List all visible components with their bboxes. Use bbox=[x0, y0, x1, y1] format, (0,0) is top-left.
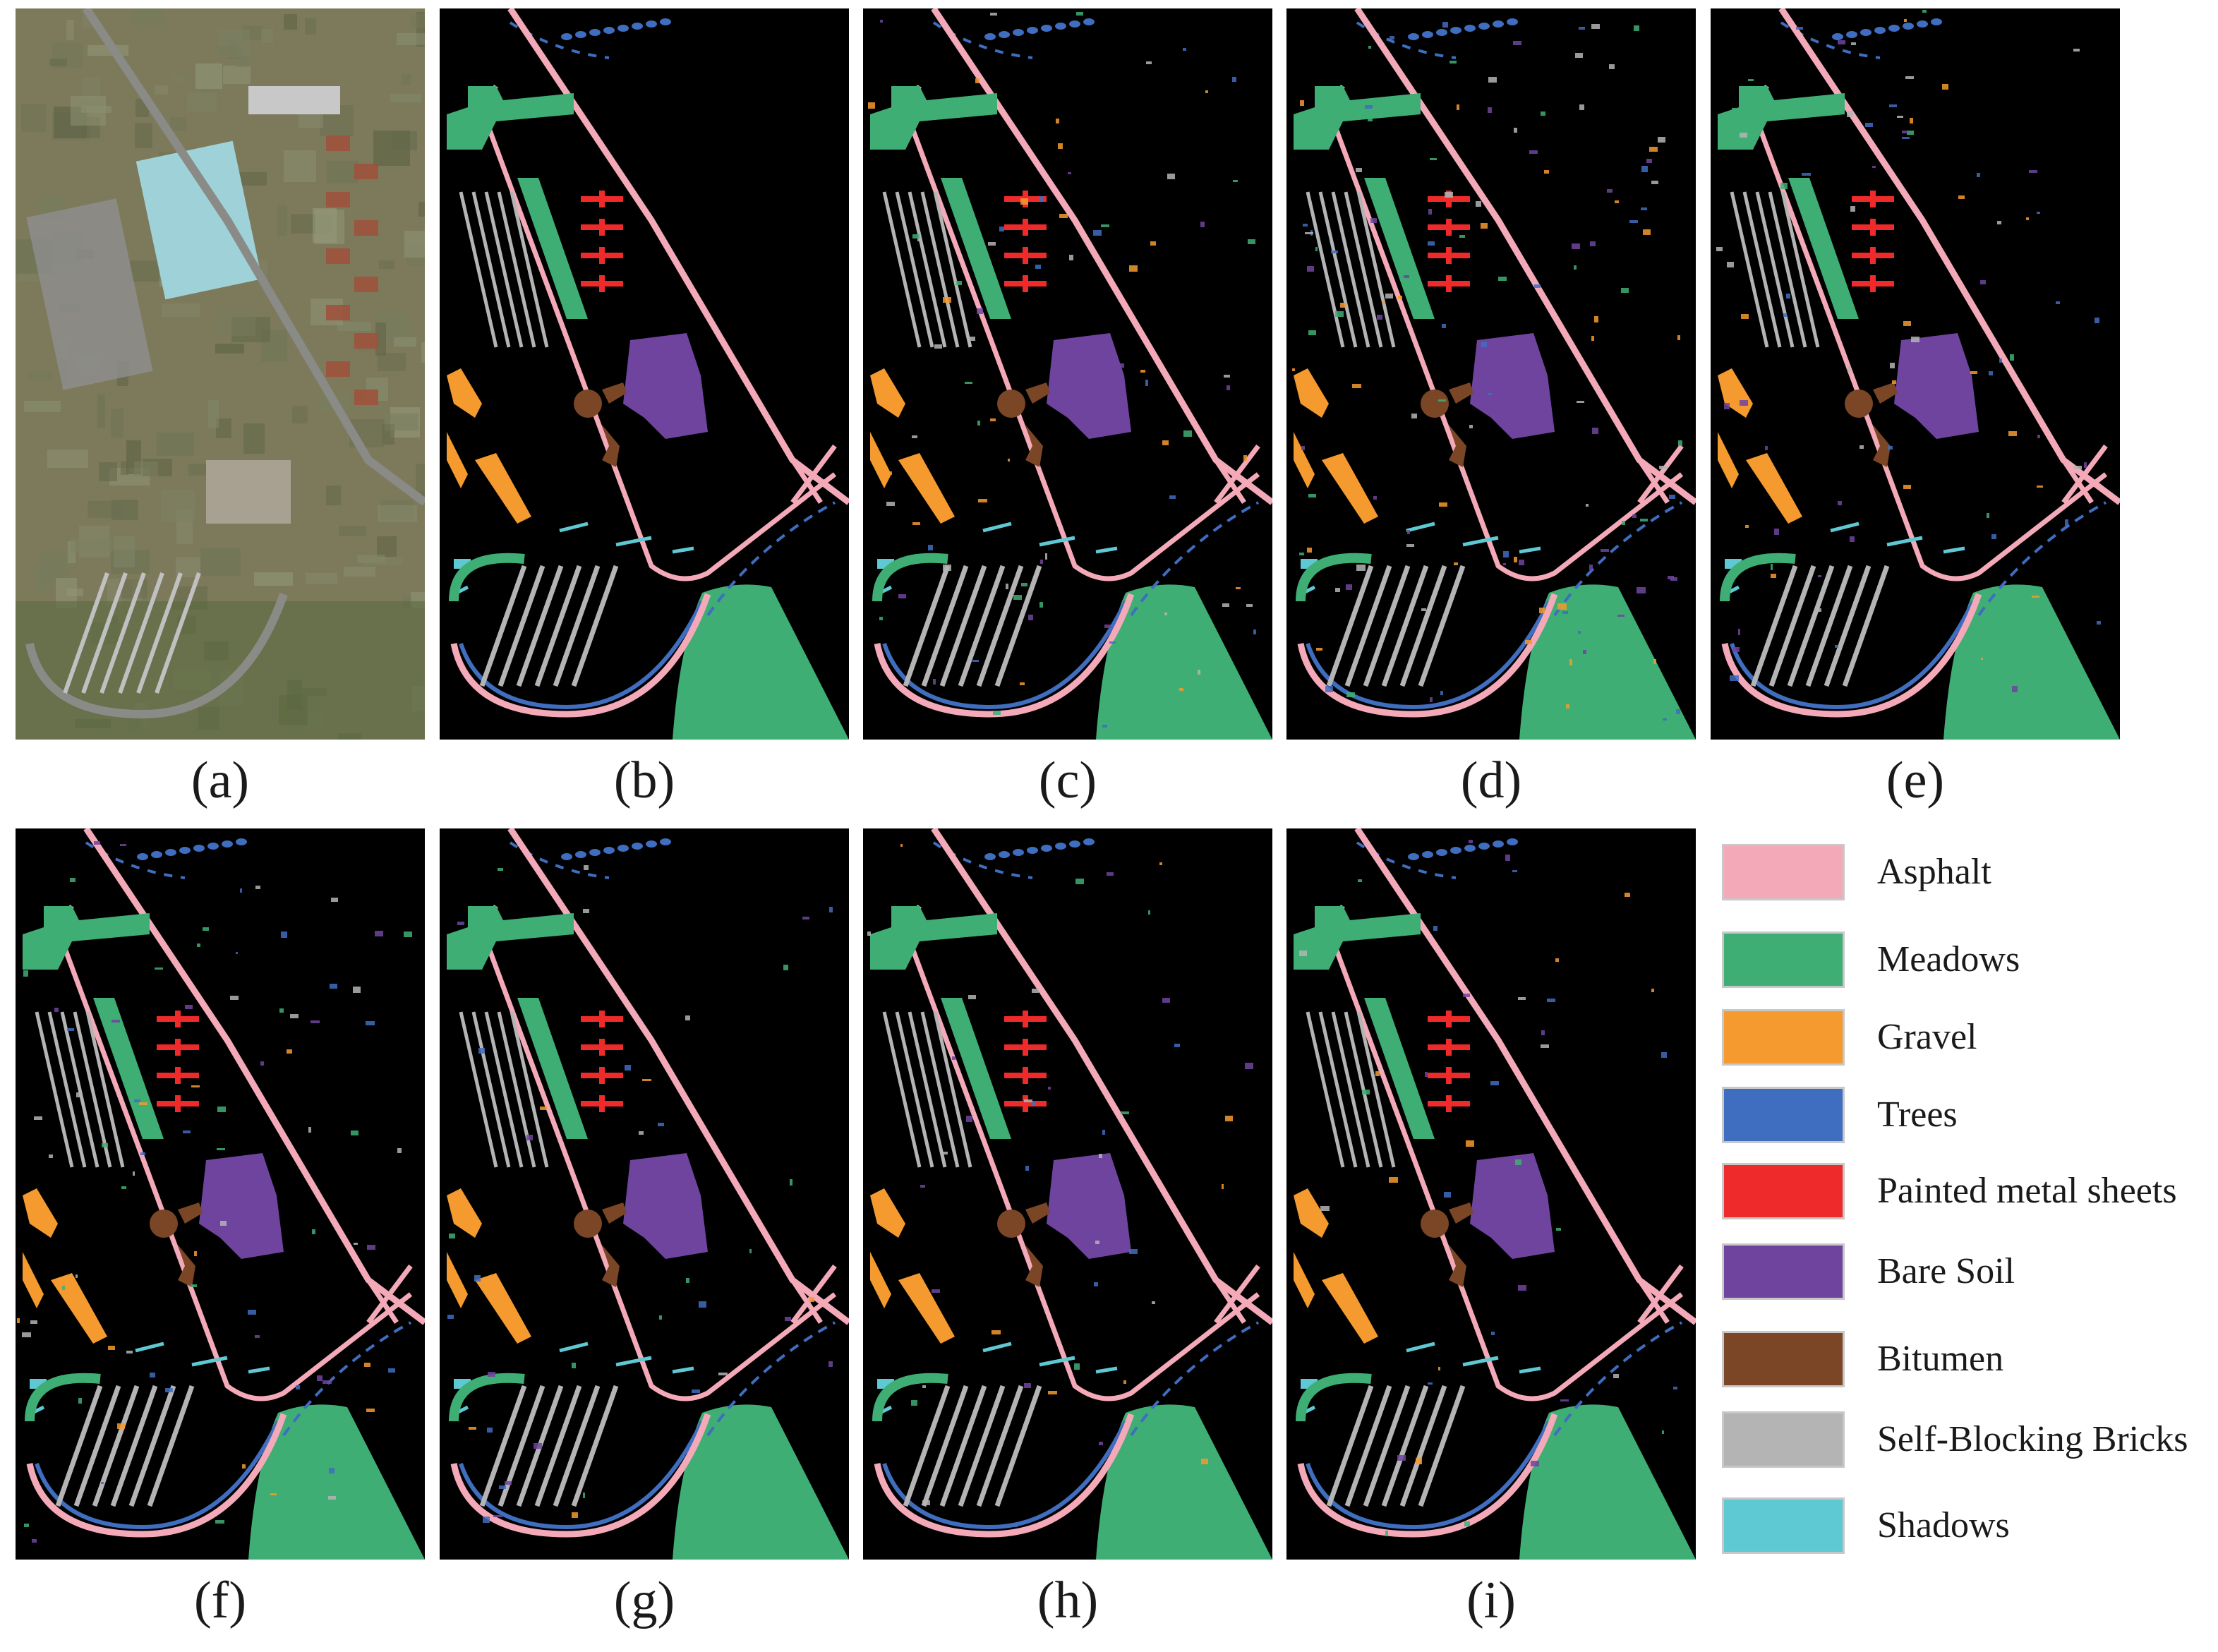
legend-item-gravel: Gravel bbox=[1722, 1009, 2216, 1066]
class-legend: Asphalt Meadows Gravel Trees Painted met… bbox=[1722, 844, 2216, 1578]
legend-item-meadows: Meadows bbox=[1722, 931, 2216, 988]
legend-label-bare-soil: Bare Soil bbox=[1877, 1251, 2015, 1291]
panel-f-classification-map bbox=[16, 828, 425, 1560]
legend-swatch-bitumen bbox=[1722, 1331, 1845, 1387]
caption-g: (g) bbox=[613, 1572, 675, 1629]
legend-swatch-gravel bbox=[1722, 1009, 1845, 1066]
legend-label-trees: Trees bbox=[1877, 1095, 1958, 1135]
legend-swatch-meadows bbox=[1722, 931, 1845, 988]
legend-swatch-asphalt bbox=[1722, 844, 1845, 900]
legend-item-shadows: Shadows bbox=[1722, 1497, 2216, 1554]
legend-item-painted-metal-sheets: Painted metal sheets bbox=[1722, 1163, 2216, 1219]
caption-h: (h) bbox=[1037, 1572, 1099, 1629]
legend-swatch-painted-metal-sheets bbox=[1722, 1163, 1845, 1219]
legend-item-asphalt: Asphalt bbox=[1722, 844, 2216, 900]
caption-i: (i) bbox=[1466, 1572, 1516, 1629]
legend-label-bitumen: Bitumen bbox=[1877, 1339, 2004, 1379]
legend-label-asphalt: Asphalt bbox=[1877, 852, 1991, 892]
legend-swatch-self-blocking-bricks bbox=[1722, 1411, 1845, 1468]
panel-i-classification-map bbox=[1286, 828, 1696, 1560]
legend-label-self-blocking-bricks: Self-Blocking Bricks bbox=[1877, 1419, 2188, 1459]
panel-b-ground-truth-map bbox=[440, 8, 849, 740]
legend-label-meadows: Meadows bbox=[1877, 939, 2020, 979]
legend-swatch-shadows bbox=[1722, 1497, 1845, 1554]
caption-d: (d) bbox=[1460, 752, 1522, 809]
legend-label-painted-metal-sheets: Painted metal sheets bbox=[1877, 1171, 2177, 1211]
panel-h-classification-map bbox=[863, 828, 1272, 1560]
legend-label-gravel: Gravel bbox=[1877, 1017, 1977, 1057]
legend-item-bare-soil: Bare Soil bbox=[1722, 1243, 2216, 1300]
panel-e-classification-map bbox=[1711, 8, 2120, 740]
caption-f: (f) bbox=[194, 1572, 246, 1629]
panel-d-classification-map bbox=[1286, 8, 1696, 740]
caption-c: (c) bbox=[1038, 752, 1097, 809]
panel-g-classification-map bbox=[440, 828, 849, 1560]
legend-swatch-bare-soil bbox=[1722, 1243, 1845, 1300]
legend-item-trees: Trees bbox=[1722, 1087, 2216, 1143]
caption-b: (b) bbox=[613, 752, 675, 809]
caption-e: (e) bbox=[1886, 752, 1945, 809]
panel-a-satellite-image bbox=[16, 8, 425, 740]
legend-label-shadows: Shadows bbox=[1877, 1505, 2010, 1545]
legend-swatch-trees bbox=[1722, 1087, 1845, 1143]
legend-item-self-blocking-bricks: Self-Blocking Bricks bbox=[1722, 1411, 2216, 1468]
panel-c-classification-map bbox=[863, 8, 1272, 740]
legend-item-bitumen: Bitumen bbox=[1722, 1331, 2216, 1387]
caption-a: (a) bbox=[191, 752, 250, 809]
